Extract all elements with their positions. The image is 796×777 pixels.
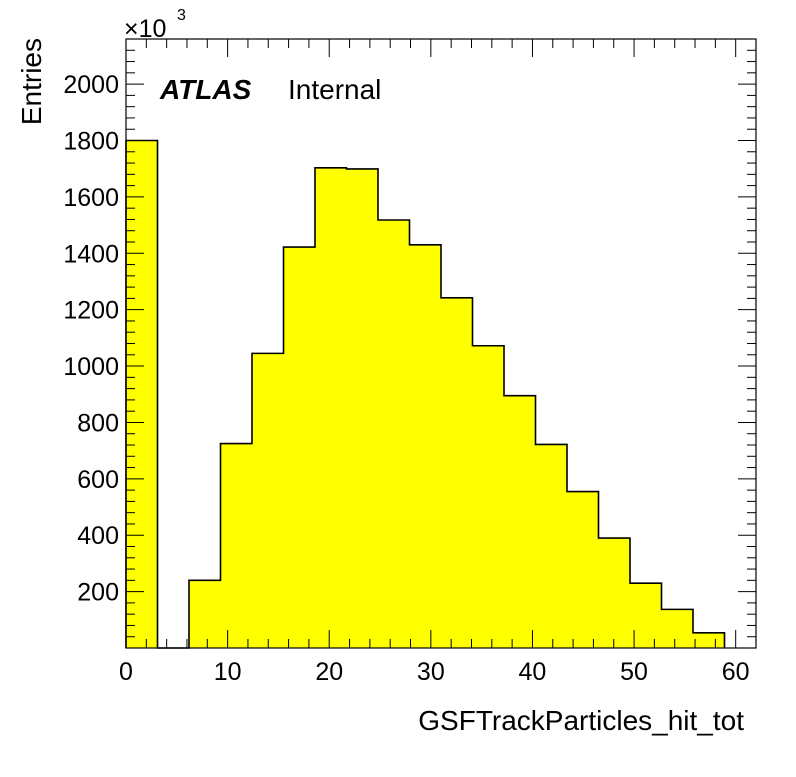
x-tick-label: 50 [620, 658, 648, 686]
plot-frame [125, 38, 757, 649]
y-tick-label: 800 [77, 409, 119, 437]
y-tick-label: 1400 [63, 240, 119, 268]
histogram-bar [409, 244, 441, 648]
histogram-bar [220, 443, 252, 648]
histogram-bar [661, 609, 693, 648]
y-tick-label: 1600 [63, 184, 119, 212]
atlas-label-bold: ATLAS [159, 74, 252, 105]
histogram-bar [693, 632, 725, 648]
multiplier-base: ×10 [124, 15, 166, 43]
histogram-bar [346, 168, 378, 649]
histogram-outline [125, 139, 726, 649]
y-tick-label: 1800 [63, 128, 119, 156]
histogram-bar [567, 491, 599, 648]
x-tick-label: 30 [417, 658, 445, 686]
y-tick-label: 1200 [63, 297, 119, 325]
tick-labels: 0 10 20 30 40 50 60 200 400 600 800 1000 1200 1400 160… [63, 71, 749, 686]
histogram-bar [315, 167, 347, 648]
histogram-bars [125, 139, 726, 649]
x-tick-label: 10 [214, 658, 242, 686]
atlas-label: ATLAS Internal [159, 74, 381, 105]
histogram-bar [504, 395, 536, 648]
x-tick-label: 60 [722, 658, 750, 686]
histogram-bar [441, 297, 473, 648]
x-tick-label: 20 [315, 658, 343, 686]
y-axis-title: Entries [16, 38, 47, 125]
x-tick-label: 40 [519, 658, 547, 686]
y-tick-label: 400 [77, 522, 119, 550]
atlas-label-internal: Internal [288, 74, 381, 105]
histogram-bar [126, 140, 158, 648]
axis-ticks [125, 38, 757, 648]
histogram-bar [283, 247, 315, 648]
histogram-bar [535, 444, 567, 648]
histogram-bar [598, 538, 630, 648]
histogram-bar [472, 345, 504, 648]
y-tick-label: 2000 [63, 71, 119, 99]
y-tick-label: 1000 [63, 353, 119, 381]
histogram-bar [189, 580, 221, 648]
x-axis-title: GSFTrackParticles_hit_tot [418, 705, 744, 736]
histogram-bar [378, 220, 410, 648]
y-tick-label: 200 [77, 579, 119, 607]
y-axis-multiplier: ×10 3 [124, 7, 186, 43]
histogram-bar [630, 583, 662, 648]
multiplier-exponent: 3 [177, 7, 186, 24]
y-tick-label: 600 [77, 466, 119, 494]
histogram-bar [252, 353, 284, 648]
x-tick-label: 0 [119, 658, 133, 686]
